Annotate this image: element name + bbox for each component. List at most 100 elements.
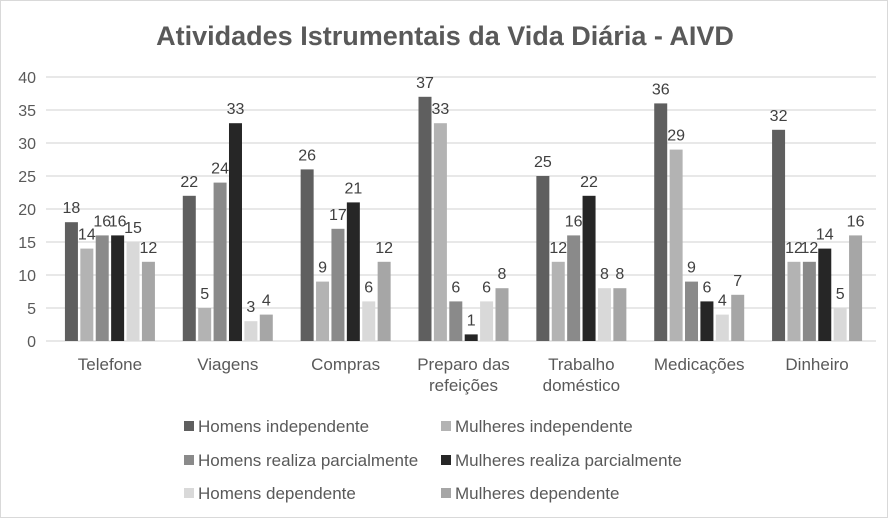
y-tick-label: 5 [27, 301, 36, 318]
data-label: 16 [93, 213, 111, 230]
data-label: 24 [211, 161, 229, 178]
data-label: 4 [262, 293, 271, 310]
data-label: 8 [600, 266, 609, 283]
data-label: 33 [227, 101, 245, 118]
data-label: 6 [364, 279, 373, 296]
data-label: 36 [652, 81, 670, 98]
data-label: 33 [432, 101, 450, 118]
bar [849, 235, 863, 341]
data-label: 16 [847, 213, 865, 230]
legend-swatch [441, 455, 451, 465]
y-tick-label: 40 [18, 70, 36, 87]
bar [228, 123, 242, 341]
bar [772, 129, 786, 341]
data-label: 9 [687, 260, 696, 277]
data-label: 14 [78, 227, 96, 244]
bar [715, 314, 729, 341]
bar [331, 228, 345, 341]
y-tick-label: 10 [18, 268, 36, 285]
bar [418, 96, 432, 341]
bar [300, 169, 314, 341]
bar [685, 281, 699, 341]
x-tick-label: doméstico [543, 376, 620, 395]
data-label: 9 [318, 260, 327, 277]
y-tick-label: 20 [18, 202, 36, 219]
data-label: 16 [565, 213, 583, 230]
x-tick-label: Dinheiro [785, 355, 848, 374]
data-label: 6 [451, 279, 460, 296]
y-tick-label: 15 [18, 235, 36, 252]
bar [346, 202, 360, 341]
bar [480, 301, 494, 341]
bar [551, 261, 565, 341]
data-label: 21 [344, 180, 362, 197]
data-label: 22 [180, 174, 198, 191]
bar [316, 281, 330, 341]
data-label: 4 [718, 293, 727, 310]
data-label: 32 [770, 108, 788, 125]
data-label: 5 [200, 286, 209, 303]
x-tick-label: Preparo das [417, 355, 510, 374]
bar [536, 176, 550, 341]
data-label: 6 [702, 279, 711, 296]
x-tick-label: Medicações [654, 355, 745, 374]
x-tick-label: Compras [311, 355, 380, 374]
bar [141, 261, 155, 341]
bar [833, 308, 847, 341]
data-label: 12 [549, 240, 567, 257]
data-label: 6 [482, 279, 491, 296]
data-label: 15 [124, 220, 142, 237]
legend-swatch [184, 455, 194, 465]
data-label: 17 [329, 207, 347, 224]
legend-label: Homens realiza parcialmente [198, 451, 418, 470]
bar [495, 288, 509, 341]
data-label: 5 [836, 286, 845, 303]
data-label: 7 [733, 273, 742, 290]
data-label: 8 [498, 266, 507, 283]
bar [182, 195, 196, 341]
data-label: 22 [580, 174, 598, 191]
data-label: 1 [467, 312, 476, 329]
legend-label: Mulheres independente [455, 417, 633, 436]
data-label: 37 [416, 75, 434, 92]
legend-label: Mulheres dependente [455, 484, 619, 503]
bar [818, 248, 832, 341]
data-label: 14 [816, 227, 834, 244]
data-label: 16 [109, 213, 127, 230]
x-tick-label: Telefone [78, 355, 142, 374]
bar [700, 301, 714, 341]
y-tick-label: 25 [18, 169, 36, 186]
data-label: 18 [63, 200, 81, 217]
data-label: 12 [785, 240, 803, 257]
x-tick-label: Viagens [197, 355, 258, 374]
bar [597, 288, 611, 341]
bar [731, 294, 745, 341]
bar [213, 182, 227, 341]
x-tick-label: refeições [429, 376, 498, 395]
y-tick-label: 30 [18, 136, 36, 153]
bar [669, 149, 683, 341]
y-tick-label: 0 [27, 334, 36, 351]
legend-label: Homens independente [198, 417, 369, 436]
bar [377, 261, 391, 341]
bar [654, 103, 668, 342]
legend-label: Homens dependente [198, 484, 356, 503]
bar [613, 288, 627, 341]
legend-label: Mulheres realiza parcialmente [455, 451, 682, 470]
chart-title: Atividades Istrumentais da Vida Diária -… [156, 21, 734, 51]
bar [259, 314, 273, 341]
data-label: 12 [375, 240, 393, 257]
bar [567, 235, 581, 341]
bar [198, 308, 212, 341]
data-label: 29 [667, 128, 685, 145]
bar [787, 261, 801, 341]
bar [449, 301, 463, 341]
bar [582, 195, 596, 341]
bar [244, 321, 258, 341]
legend-swatch [441, 421, 451, 431]
data-label: 3 [246, 299, 255, 316]
bar [64, 222, 78, 341]
bar [111, 235, 125, 341]
